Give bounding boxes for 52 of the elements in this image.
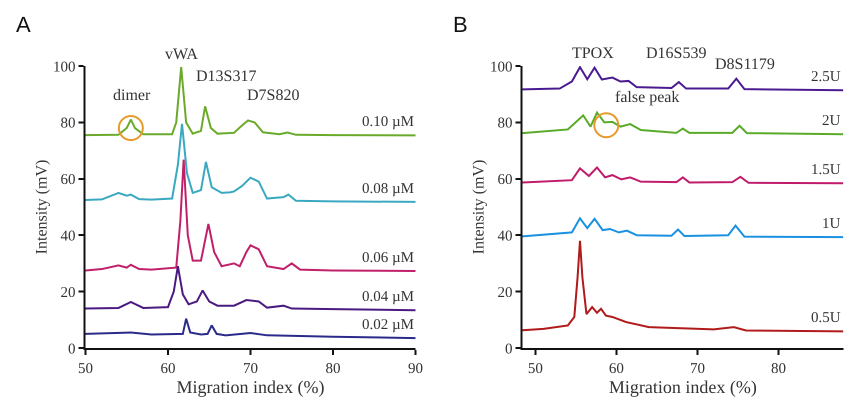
annotation: dimer	[113, 87, 151, 104]
line-series	[522, 240, 844, 332]
y-axis-title: Intensity (mV)	[470, 160, 488, 254]
x-tick-label: 80	[770, 361, 786, 377]
y-tick-label: 0	[504, 341, 512, 358]
x-tick-label: 60	[160, 361, 176, 377]
x-tick-label: 60	[608, 361, 624, 377]
y-tick-label: 0	[68, 341, 76, 358]
series-label: 0.06 µM	[362, 250, 414, 266]
line-series	[522, 217, 844, 238]
series-label: 2.5U	[811, 69, 841, 85]
y-tick-label: 40	[497, 228, 512, 244]
line-series	[85, 265, 416, 312]
y-tick-label: 20	[497, 284, 512, 301]
series-label: 0.10 µM	[362, 114, 414, 130]
series-label: 0.08 µM	[362, 181, 414, 197]
text: D16S539	[646, 45, 706, 62]
annotation: D13S317	[196, 68, 256, 85]
annotation: D8S1179	[715, 56, 775, 73]
line-series	[85, 318, 416, 340]
series-label: 1.5U	[811, 162, 841, 178]
y-tick-label: 100	[52, 59, 76, 76]
y-tick-label: 80	[60, 116, 76, 132]
y-tick-label: 60	[497, 172, 512, 188]
text: TPOX	[572, 45, 614, 62]
annotation: false peak	[615, 89, 680, 106]
x-axis-title: Migration index (%)	[176, 377, 324, 397]
y-tick-label: 60	[60, 172, 76, 188]
y-axis-title: Intensity (mV)	[33, 160, 50, 254]
x-tick-label: 70	[690, 361, 705, 377]
series-label: 0.02 µM	[362, 317, 414, 333]
y-tick-label: 40	[60, 228, 76, 244]
y-tick-label: 80	[497, 116, 512, 132]
line-series	[85, 158, 416, 272]
x-axis-title: Migration index (%)	[608, 377, 757, 397]
y-tick-label: 100	[490, 59, 512, 76]
series-label: 1U	[822, 216, 840, 232]
series-label: 2U	[822, 113, 840, 129]
x-tick-label: 90	[408, 361, 424, 377]
series-label: 0.04 µM	[362, 289, 414, 305]
x-tick-label: 70	[242, 361, 258, 377]
line-series	[85, 66, 416, 136]
line-series	[522, 112, 844, 136]
x-tick-label: 50	[528, 361, 543, 377]
annotation: D7S820	[247, 87, 300, 104]
x-tick-label: 80	[326, 361, 341, 377]
x-tick-label: 50	[78, 361, 93, 377]
chart-title: B	[453, 12, 468, 37]
text: vWA	[165, 46, 198, 63]
y-tick-label: 20	[60, 284, 76, 301]
chart-title: A	[16, 12, 31, 37]
series-label: 0.5U	[811, 310, 841, 326]
